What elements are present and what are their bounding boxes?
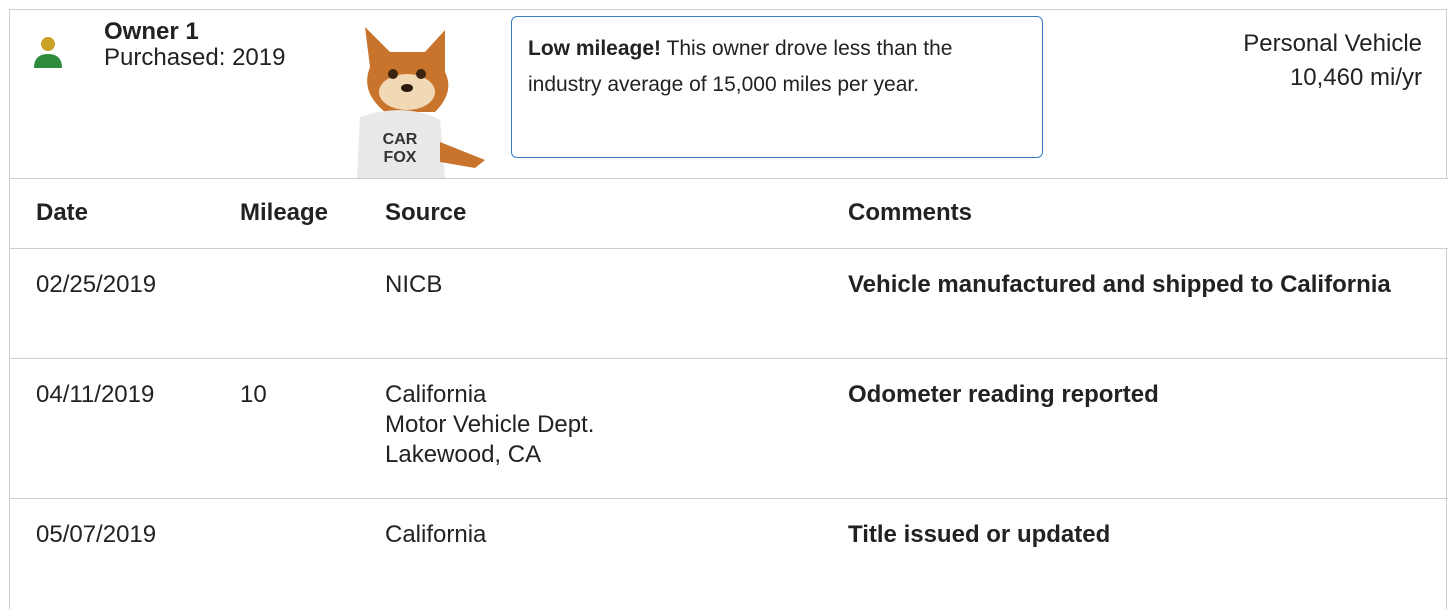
- divider: [9, 178, 1448, 179]
- row-divider: [9, 248, 1448, 249]
- comment: Odometer reading reported: [848, 380, 1408, 409]
- source-line: California: [385, 520, 486, 549]
- date: 02/25/2019: [36, 270, 156, 299]
- source-line: Lakewood, CA: [385, 440, 541, 469]
- comment: Title issued or updated: [848, 520, 1408, 549]
- callout-bold: Low mileage!: [528, 37, 661, 60]
- shirt-text: FOX: [384, 149, 417, 166]
- row-divider: [9, 498, 1448, 499]
- header-row: [10, 178, 1447, 248]
- row-divider: [9, 358, 1448, 359]
- source-line: NICB: [385, 270, 442, 299]
- callout: Low mileage! This owner drove less than …: [511, 16, 1043, 158]
- comment: Vehicle manufactured and shipped to Cali…: [848, 270, 1408, 299]
- owner-name: Owner 1: [104, 18, 199, 46]
- page: Owner 1 Purchased: 2019 CAR FOX Low mile…: [0, 0, 1456, 552]
- shirt-text: CAR: [383, 131, 418, 148]
- owner-icon: [30, 36, 66, 72]
- usage: Personal Vehicle: [1243, 30, 1422, 58]
- source-line: California: [385, 380, 486, 409]
- mileage-rate: 10,460 mi/yr: [1290, 64, 1422, 92]
- date: 05/07/2019: [36, 520, 156, 549]
- column-header: Source: [385, 198, 466, 227]
- callout-text: Low mileage! This owner drove less than …: [528, 31, 968, 103]
- source-line: Motor Vehicle Dept.: [385, 410, 594, 439]
- column-header: Mileage: [240, 198, 328, 227]
- purchased: Purchased: 2019: [104, 44, 285, 72]
- date: 04/11/2019: [36, 380, 154, 409]
- mileage: 10: [240, 380, 267, 409]
- mascot: CAR FOX: [345, 22, 495, 178]
- column-header: Comments: [848, 198, 972, 227]
- column-header: Date: [36, 198, 88, 227]
